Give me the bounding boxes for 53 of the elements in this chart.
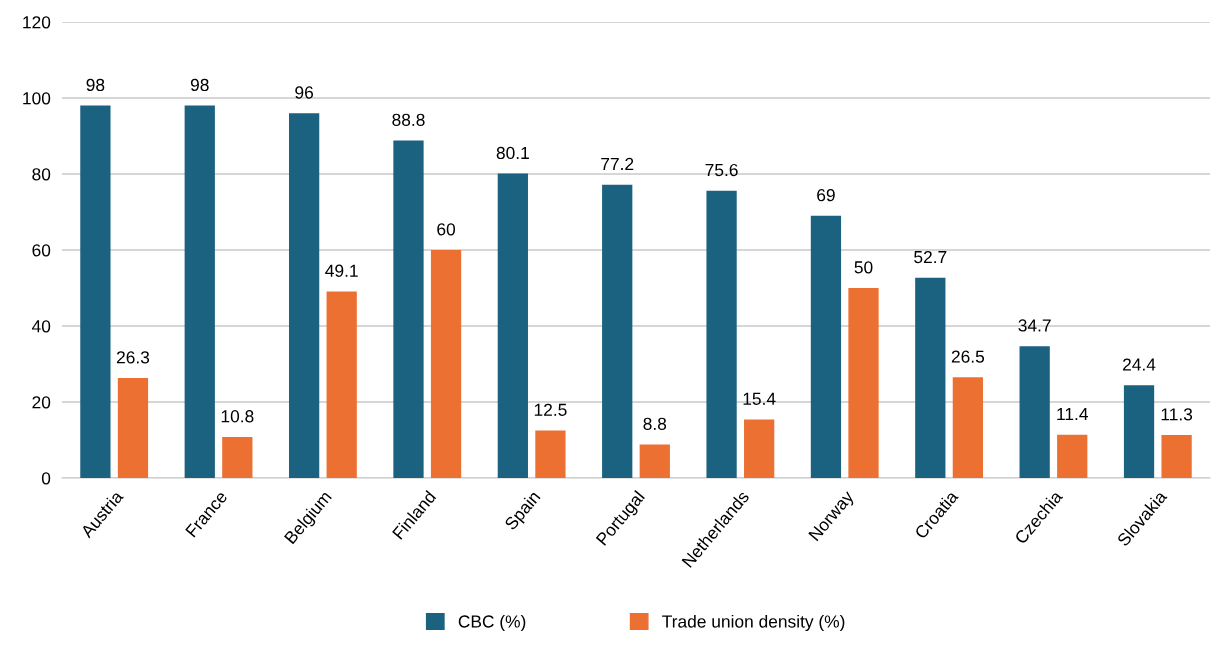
y-tick-label: 0 xyxy=(41,472,51,485)
data-label: 24.4 xyxy=(1123,358,1156,371)
data-label: 60 xyxy=(437,223,456,236)
data-label: 98 xyxy=(86,78,105,92)
bar xyxy=(602,184,633,478)
data-label: 49.1 xyxy=(325,264,358,277)
bar xyxy=(915,277,946,478)
bar xyxy=(535,430,566,478)
bar xyxy=(1057,434,1088,478)
data-label: 12.5 xyxy=(534,403,567,416)
bar xyxy=(117,378,149,478)
data-label: 10.8 xyxy=(221,410,254,423)
y-tick-label: 100 xyxy=(23,92,51,105)
y-tick-label: 20 xyxy=(32,396,51,409)
bar xyxy=(326,291,357,478)
legend-label: Trade union density (%) xyxy=(662,614,845,632)
bar xyxy=(1019,346,1050,478)
legend-label: CBC (%) xyxy=(458,614,526,632)
data-label: 69 xyxy=(817,188,835,202)
bar xyxy=(706,190,737,478)
data-label: 11.3 xyxy=(1161,408,1193,421)
bar xyxy=(1161,435,1192,478)
y-tick-label: 60 xyxy=(32,244,51,257)
data-label: 77.2 xyxy=(601,157,634,170)
data-label: 11.4 xyxy=(1057,408,1088,420)
data-label: 52.7 xyxy=(914,250,947,264)
y-tick-label: 40 xyxy=(31,320,51,333)
bar xyxy=(497,173,528,478)
data-label: 26.3 xyxy=(116,351,150,364)
data-label: 34.7 xyxy=(1018,319,1051,332)
bar xyxy=(430,250,462,478)
bar xyxy=(184,105,215,478)
data-label: 96 xyxy=(295,86,314,99)
data-label: 26.5 xyxy=(951,350,985,363)
bar xyxy=(393,140,424,478)
data-label: 75.6 xyxy=(705,163,738,177)
y-tick-label: 120 xyxy=(23,16,51,29)
data-label: 88.8 xyxy=(392,113,425,127)
bar xyxy=(222,436,253,478)
y-tick-label: 80 xyxy=(32,168,51,181)
data-label: 50 xyxy=(854,261,873,274)
data-label: 8.8 xyxy=(643,417,667,431)
bar xyxy=(639,444,670,478)
bar xyxy=(288,113,320,478)
bar xyxy=(952,377,984,478)
data-label: 98 xyxy=(190,78,209,92)
bar xyxy=(80,105,111,478)
bar xyxy=(1123,385,1155,478)
data-label: 15.4 xyxy=(743,392,776,405)
bar xyxy=(810,215,842,478)
bar xyxy=(744,419,775,478)
bar xyxy=(848,288,879,478)
data-label: 80.1 xyxy=(496,146,529,160)
